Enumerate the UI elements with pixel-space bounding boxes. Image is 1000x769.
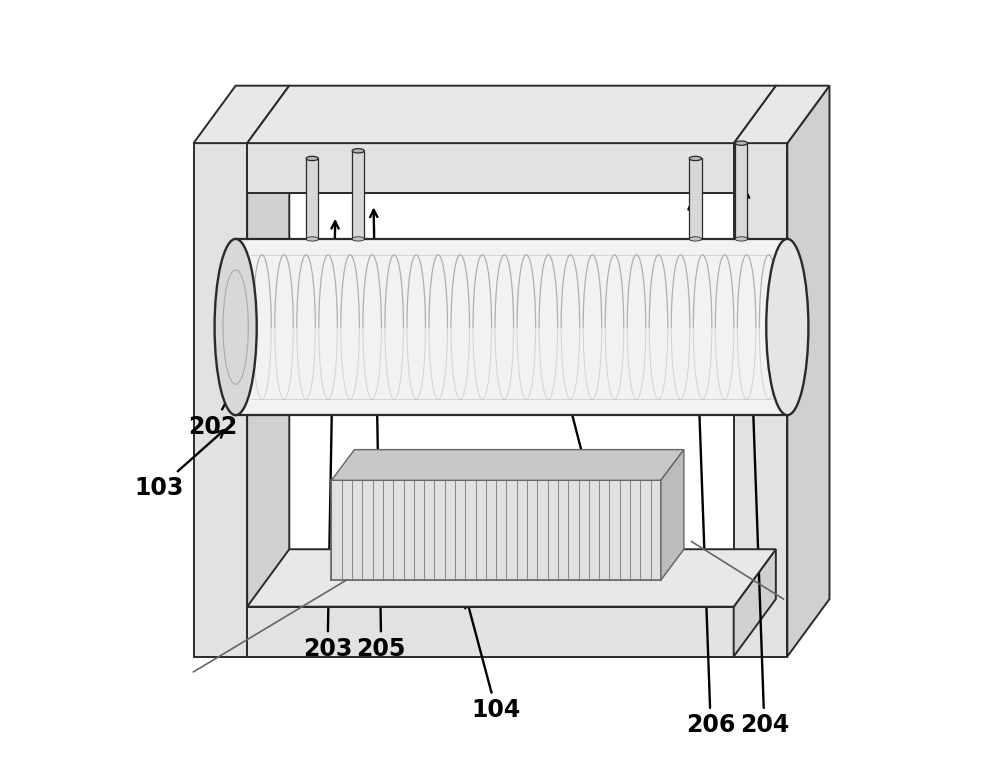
Polygon shape [247,85,289,657]
Text: 206: 206 [686,202,735,737]
Polygon shape [352,151,364,239]
Polygon shape [735,143,747,239]
Polygon shape [661,450,684,580]
Text: 205: 205 [357,210,406,661]
Ellipse shape [306,237,318,241]
Ellipse shape [689,237,702,241]
Polygon shape [247,85,776,143]
Polygon shape [194,143,247,657]
Ellipse shape [766,239,808,415]
Polygon shape [734,549,776,657]
Polygon shape [247,143,734,193]
Text: 201: 201 [557,363,613,488]
Text: 200: 200 [403,347,452,385]
Polygon shape [247,607,734,657]
Polygon shape [734,143,787,657]
Ellipse shape [352,237,364,241]
Polygon shape [331,549,684,580]
Polygon shape [331,481,661,580]
Text: 104: 104 [465,601,521,722]
Polygon shape [331,450,684,481]
Polygon shape [236,239,787,415]
Text: 204: 204 [740,191,789,737]
Ellipse shape [735,141,747,145]
Ellipse shape [215,239,257,415]
Polygon shape [787,85,829,657]
Ellipse shape [352,148,364,153]
Polygon shape [306,158,318,239]
Ellipse shape [735,237,747,241]
Polygon shape [194,85,289,143]
Text: 203: 203 [303,221,352,661]
Ellipse shape [689,156,702,161]
Text: 202: 202 [188,347,256,438]
Polygon shape [689,158,702,239]
Text: 103: 103 [134,430,224,500]
Polygon shape [734,85,829,143]
Ellipse shape [306,156,318,161]
Polygon shape [247,549,776,607]
